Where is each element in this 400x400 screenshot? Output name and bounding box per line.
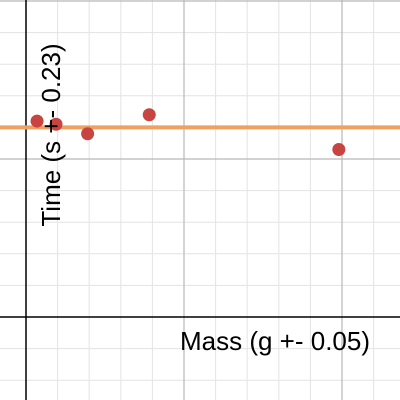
y-axis-label: Time (s +- 0.23) bbox=[36, 43, 66, 226]
data-point bbox=[81, 127, 95, 141]
data-point bbox=[142, 108, 156, 122]
x-axis-label: Mass (g +- 0.05) bbox=[180, 326, 370, 356]
data-points bbox=[30, 108, 346, 157]
data-point bbox=[30, 114, 44, 128]
data-point bbox=[49, 117, 63, 131]
data-point bbox=[332, 143, 346, 157]
